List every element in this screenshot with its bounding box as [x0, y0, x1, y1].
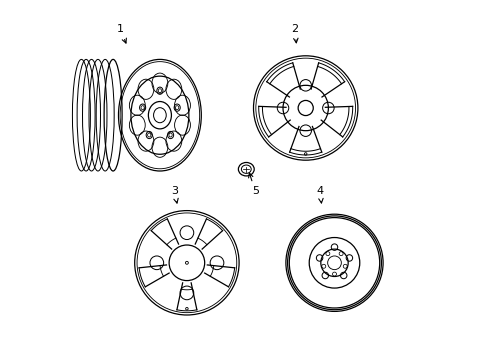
- Text: 4: 4: [316, 186, 323, 203]
- Text: 5: 5: [248, 173, 258, 196]
- Text: 2: 2: [291, 24, 298, 43]
- Text: 1: 1: [117, 24, 126, 43]
- Text: 3: 3: [170, 186, 178, 203]
